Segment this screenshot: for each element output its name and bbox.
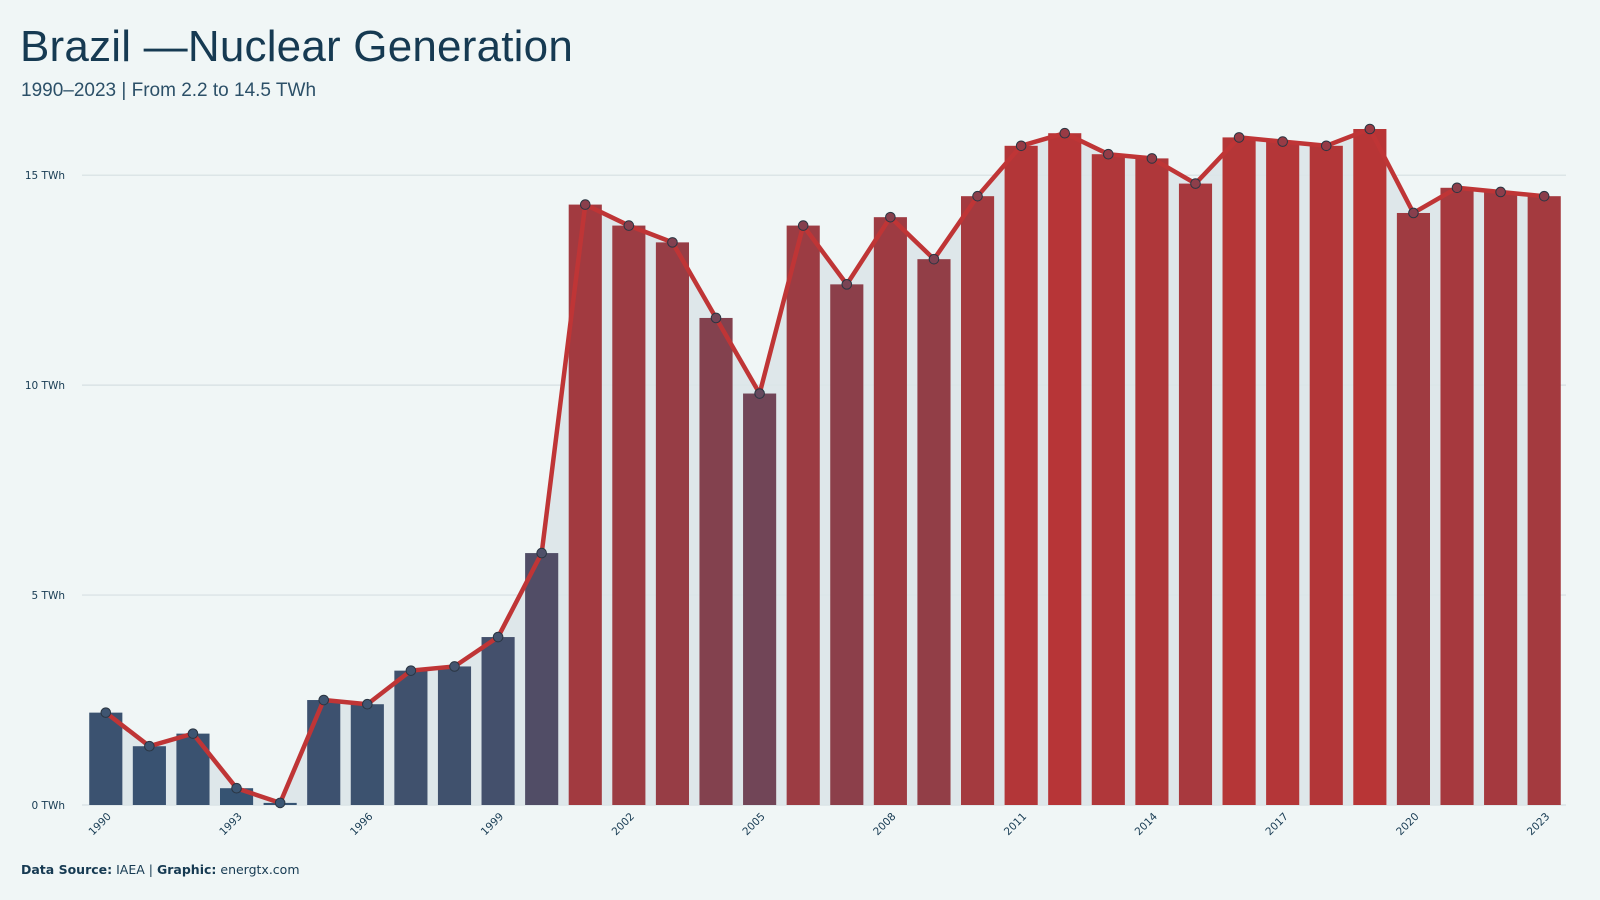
x-tick-label: 1990 [87, 811, 114, 838]
bar-2022 [1484, 191, 1518, 805]
chart-subtitle: 1990–2023 | From 2.2 to 14.5 TWh [21, 80, 317, 101]
marker-2018 [1320, 140, 1332, 152]
marker-2021 [1451, 182, 1463, 194]
marker-2000 [536, 547, 547, 559]
bar-1995 [307, 700, 341, 805]
marker-2005 [754, 388, 765, 399]
trend-line-layer [104, 126, 1545, 806]
bar-2010 [960, 196, 995, 805]
bar-2004 [699, 317, 733, 805]
bar-2015 [1178, 183, 1213, 806]
marker-2006 [797, 220, 809, 231]
marker-1994 [274, 797, 286, 809]
marker-2014 [1146, 153, 1158, 164]
marker-1999 [492, 631, 504, 643]
marker-2001 [579, 199, 591, 210]
bar-1997 [394, 670, 428, 805]
marker-2019 [1364, 123, 1376, 135]
marker-1997 [405, 665, 417, 676]
bar-2000 [525, 553, 559, 805]
bar-2008 [873, 217, 907, 805]
marker-1996 [362, 698, 373, 710]
bar-2020 [1396, 212, 1431, 805]
bar-2006 [786, 225, 820, 806]
marker-2008 [885, 211, 896, 223]
x-tick-label: 2008 [871, 811, 898, 838]
chart-title: Brazil —Nuclear Generation [20, 22, 573, 71]
bar-1996 [350, 704, 384, 805]
marker-2017 [1277, 136, 1288, 147]
bar-1999 [481, 637, 515, 805]
bar-1991 [132, 746, 166, 805]
graphic-value: energtx.com [220, 862, 300, 877]
x-tick-label: 2005 [740, 811, 767, 838]
marker-1991 [144, 740, 155, 752]
x-tick-label: 1999 [479, 811, 506, 838]
bar-2007 [830, 284, 864, 805]
bar-2023 [1527, 196, 1561, 805]
marker-2023 [1538, 190, 1550, 202]
marker-2009 [928, 253, 940, 265]
trend-line [104, 126, 1545, 806]
x-tick-label: 2011 [1002, 811, 1029, 838]
marker-2002 [623, 220, 635, 231]
marker-1990 [100, 707, 112, 718]
bar-2013 [1091, 154, 1125, 805]
bar-1998 [437, 666, 472, 805]
bar-2011 [1004, 145, 1038, 806]
x-tick-label: 2002 [610, 811, 637, 838]
marker-1998 [449, 661, 460, 672]
markers [100, 123, 1550, 809]
x-tick-label: 2014 [1133, 810, 1161, 838]
bar-2002 [612, 225, 646, 806]
x-tick-label: 2020 [1394, 811, 1421, 838]
bar-2017 [1266, 141, 1300, 806]
y-axis-ticks: 0 TWh 5 TWh 10 TWh 15 TWh [25, 170, 65, 812]
marker-1995 [318, 694, 330, 706]
bar-1992 [176, 733, 210, 805]
marker-2010 [972, 190, 983, 202]
bar-2012 [1048, 133, 1082, 805]
x-tick-label: 2023 [1525, 811, 1552, 838]
marker-2020 [1408, 207, 1419, 219]
bar-2005 [743, 393, 777, 805]
marker-2007 [841, 279, 853, 290]
marker-2016 [1233, 132, 1245, 143]
bar-1990 [89, 712, 123, 805]
bar-2021 [1440, 187, 1474, 806]
marker-2015 [1190, 178, 1201, 189]
footer-separator: | [148, 862, 153, 877]
x-tick-label: 1993 [217, 811, 244, 838]
marker-2022 [1495, 186, 1506, 198]
bar-2019 [1353, 129, 1387, 805]
footer: Data Source: IAEA | Graphic: energtx.com [21, 862, 300, 877]
marker-1992 [187, 728, 199, 739]
bar-2018 [1309, 145, 1343, 806]
marker-2013 [1103, 148, 1114, 160]
bar-2003 [655, 242, 690, 805]
x-axis-ticks: 1990 1993 1996 1999 2002 2005 2008 2011 2014 2017… [87, 810, 1553, 838]
source-label: Data Source: [21, 862, 113, 877]
x-tick-label: 2017 [1263, 811, 1290, 838]
graphic-label: Graphic: [156, 862, 217, 877]
marker-2012 [1059, 127, 1071, 139]
marker-2011 [1015, 140, 1027, 152]
y-tick-label: 15 TWh [25, 170, 65, 182]
y-tick-label: 0 TWh [32, 800, 65, 812]
x-tick-label: 1996 [348, 810, 376, 838]
bar-2009 [917, 259, 951, 806]
y-tick-label: 10 TWh [25, 380, 65, 392]
source-value: IAEA [116, 862, 145, 877]
marker-1993 [231, 782, 242, 794]
y-tick-label: 5 TWh [32, 590, 65, 602]
marker-2003 [667, 237, 678, 248]
marker-2004 [710, 312, 722, 324]
bar-2016 [1222, 137, 1256, 806]
bar-2014 [1135, 158, 1169, 805]
